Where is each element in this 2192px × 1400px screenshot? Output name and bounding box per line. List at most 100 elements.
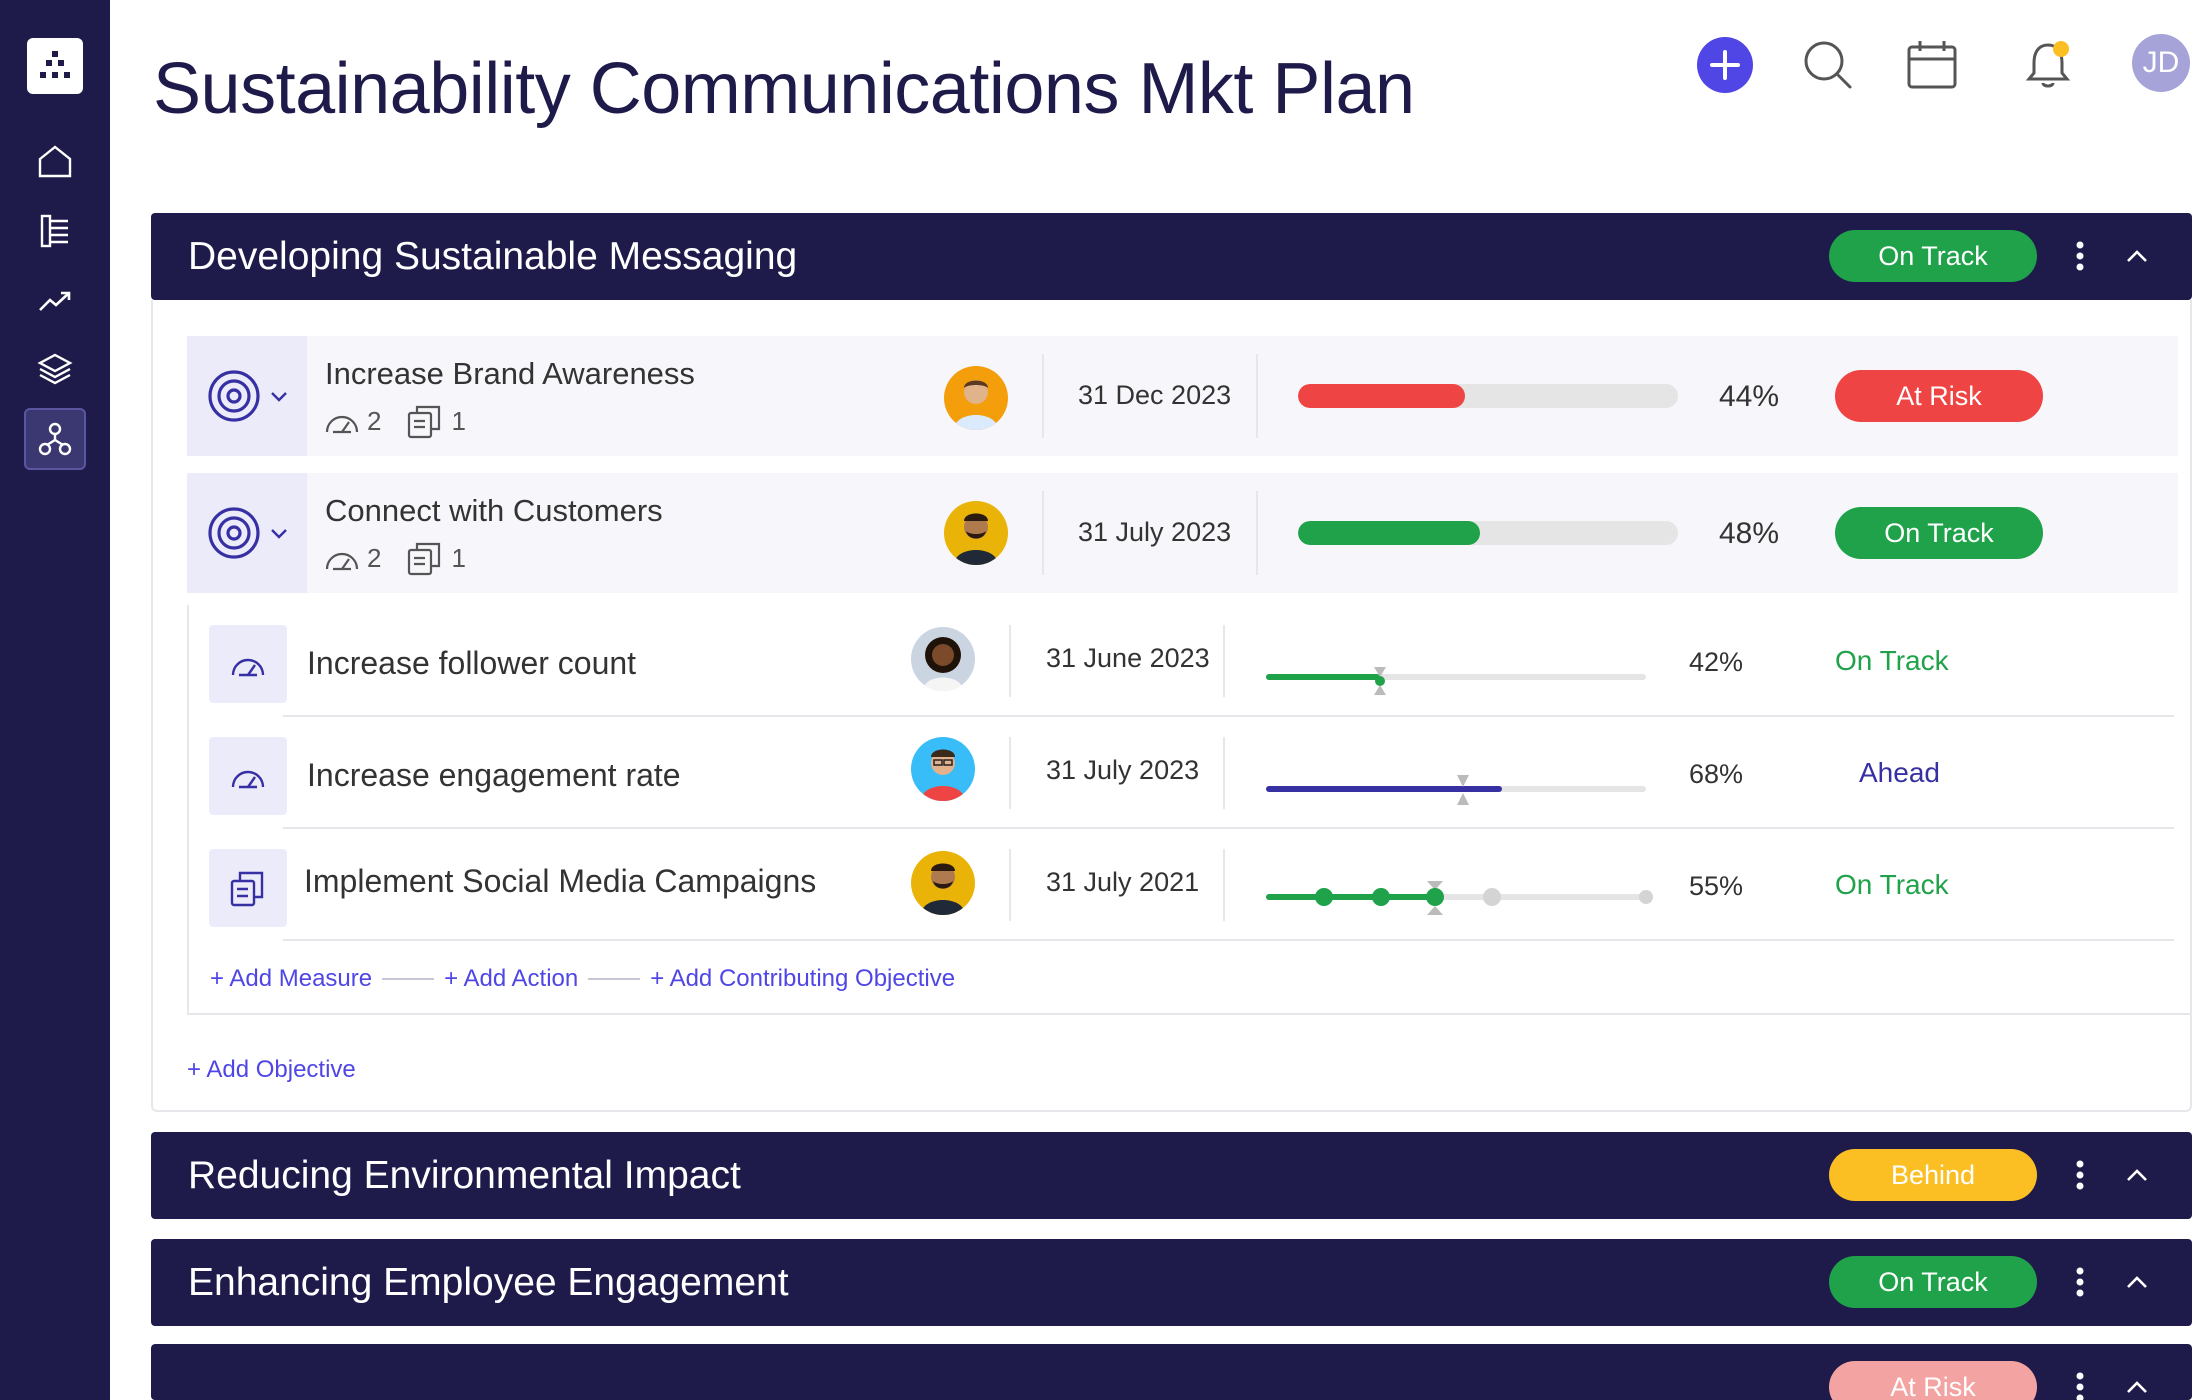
calendar-icon[interactable]	[1901, 34, 1963, 96]
key-results-panel: Increase follower count 31 June 2023 42%…	[187, 605, 2192, 1015]
divider	[1223, 737, 1225, 809]
divider	[1042, 354, 1044, 438]
progress-bar	[1298, 521, 1678, 545]
divider	[283, 939, 2174, 941]
avatar[interactable]	[911, 851, 975, 915]
status-badge: At Risk	[1829, 1361, 2037, 1400]
key-result-name: Increase follower count	[307, 645, 637, 681]
logo-icon[interactable]	[27, 38, 83, 94]
progress-fill	[1266, 674, 1380, 680]
section-enhancing-employee-engagement: Enhancing Employee Engagement On Track	[151, 1239, 2192, 1326]
gauge-icon	[209, 737, 287, 815]
divider	[283, 715, 2174, 717]
actions-count: 1	[451, 405, 466, 436]
layers-icon[interactable]	[24, 338, 86, 400]
objective-meta: 2 1	[323, 540, 466, 576]
avatar[interactable]	[944, 366, 1008, 430]
list-icon[interactable]	[24, 200, 86, 262]
page-title: Sustainability Communications Mkt Plan	[153, 49, 1415, 129]
status-badge: On Track	[1829, 230, 2037, 282]
progress-bar	[1266, 674, 1646, 680]
kebab-icon[interactable]	[2065, 1262, 2095, 1302]
add-measure-link[interactable]: + Add Measure	[210, 965, 373, 992]
chevron-down-icon	[271, 392, 287, 402]
objective-row[interactable]: Increase Brand Awareness 2 1 31 Dec 2023…	[187, 336, 2178, 456]
target-marker	[1457, 775, 1469, 805]
key-result-name: Increase engagement rate	[307, 757, 681, 793]
objective-meta: 2 1	[323, 403, 466, 439]
gauge-icon	[209, 625, 287, 703]
sidebar	[0, 0, 110, 1400]
due-date: 31 June 2023	[1046, 643, 1210, 673]
document-icon	[408, 405, 441, 439]
chevron-up-icon[interactable]	[2117, 1262, 2157, 1302]
status-text: On Track	[1835, 645, 1949, 676]
home-icon[interactable]	[24, 130, 86, 192]
actions-count: 1	[451, 542, 466, 573]
kebab-icon[interactable]	[2065, 236, 2095, 276]
trend-icon[interactable]	[24, 270, 86, 332]
key-result-row[interactable]: Implement Social Media Campaigns 31 July…	[189, 829, 2174, 941]
progress-percent: 68%	[1689, 759, 1744, 789]
measures-count: 2	[367, 405, 382, 436]
add-action-link[interactable]: + Add Action	[444, 965, 579, 992]
progress-percent: 55%	[1689, 871, 1744, 901]
add-contributing-objective-link[interactable]: + Add Contributing Objective	[650, 965, 956, 992]
due-date: 31 July 2021	[1046, 867, 1200, 897]
section-header[interactable]: Enhancing Employee Engagement On Track	[151, 1239, 2192, 1326]
chevron-up-icon[interactable]	[2117, 1155, 2157, 1195]
objective-toggle[interactable]	[187, 336, 307, 456]
divider	[1042, 491, 1044, 575]
org-chart-icon[interactable]	[24, 408, 86, 470]
progress-percent: 42%	[1689, 647, 1744, 677]
section-header[interactable]: Reducing Environmental Impact Behind	[151, 1132, 2192, 1219]
divider	[1223, 625, 1225, 697]
milestone-markers	[1315, 881, 1653, 915]
milestone-track	[1266, 894, 1646, 900]
user-avatar[interactable]: JD	[2132, 34, 2190, 92]
avatar[interactable]	[911, 737, 975, 801]
avatar[interactable]	[911, 627, 975, 691]
plus-icon[interactable]	[1694, 34, 1756, 96]
add-objective-link[interactable]: + Add Objective	[187, 1056, 356, 1083]
chevron-up-icon[interactable]	[2117, 236, 2157, 276]
status-badge: On Track	[1835, 507, 2043, 559]
document-icon	[408, 542, 441, 576]
add-links: + Add Measure + Add Action + Add Contrib…	[210, 965, 955, 993]
section-header[interactable]: Developing Sustainable Messaging On Trac…	[151, 213, 2192, 300]
objective-row[interactable]: Connect with Customers 2 1 31 July 2023 …	[187, 473, 2178, 593]
divider	[1009, 625, 1011, 697]
progress-percent: 44%	[1719, 380, 1780, 413]
divider	[1256, 491, 1258, 575]
objective-name: Increase Brand Awareness	[325, 356, 695, 391]
kebab-icon[interactable]	[2065, 1367, 2095, 1400]
divider	[1009, 737, 1011, 809]
due-date: 31 July 2023	[1046, 755, 1200, 785]
section-body: Increase Brand Awareness 2 1 31 Dec 2023…	[151, 300, 2192, 1112]
section-header[interactable]: At Risk	[151, 1344, 2192, 1400]
section-title: Developing Sustainable Messaging	[188, 234, 798, 278]
status-text: Ahead	[1859, 757, 1940, 788]
search-icon[interactable]	[1797, 34, 1859, 96]
progress-bar	[1266, 786, 1646, 792]
bell-icon[interactable]	[2017, 34, 2079, 96]
chevron-up-icon[interactable]	[2117, 1367, 2157, 1400]
divider	[1223, 849, 1225, 921]
progress-fill	[1266, 786, 1502, 792]
key-result-row[interactable]: Increase engagement rate 31 July 2023 68…	[189, 717, 2174, 829]
gauge-icon	[325, 415, 359, 434]
kebab-icon[interactable]	[2065, 1155, 2095, 1195]
divider	[1009, 849, 1011, 921]
due-date: 31 Dec 2023	[1078, 380, 1232, 410]
avatar[interactable]	[944, 501, 1008, 565]
status-badge: At Risk	[1835, 370, 2043, 422]
gauge-icon	[325, 552, 359, 571]
key-result-row[interactable]: Increase follower count 31 June 2023 42%…	[189, 605, 2174, 717]
progress-fill	[1266, 894, 1437, 900]
divider	[283, 827, 2174, 829]
section-title: Reducing Environmental Impact	[188, 1153, 741, 1197]
status-text: On Track	[1835, 869, 1949, 900]
objective-toggle[interactable]	[187, 473, 307, 593]
progress-percent: 48%	[1719, 517, 1780, 550]
progress-fill	[1298, 384, 1466, 408]
